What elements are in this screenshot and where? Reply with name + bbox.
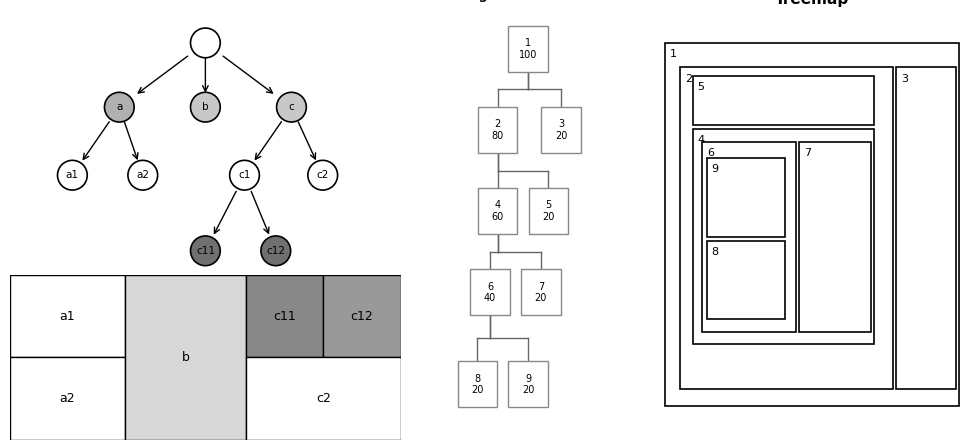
Text: c12: c12 xyxy=(350,310,373,323)
Bar xyxy=(508,361,547,408)
Bar xyxy=(895,67,955,389)
Ellipse shape xyxy=(308,160,337,190)
Title: Treemap: Treemap xyxy=(774,0,848,7)
Text: 7
20: 7 20 xyxy=(534,281,546,303)
Text: 2: 2 xyxy=(684,74,692,83)
Text: 7: 7 xyxy=(803,148,810,158)
Ellipse shape xyxy=(105,92,134,122)
Ellipse shape xyxy=(191,28,220,58)
Text: 3: 3 xyxy=(900,74,907,83)
Text: 4
60: 4 60 xyxy=(491,200,503,222)
Bar xyxy=(322,275,401,357)
Text: 5
20: 5 20 xyxy=(541,200,554,222)
Text: a: a xyxy=(116,102,122,112)
Bar xyxy=(478,107,517,153)
Bar xyxy=(10,357,125,440)
Text: a2: a2 xyxy=(136,170,149,180)
Text: c: c xyxy=(288,102,294,112)
Text: 6: 6 xyxy=(706,148,713,158)
Text: 4: 4 xyxy=(697,135,703,146)
Text: 1: 1 xyxy=(668,49,676,59)
Text: a2: a2 xyxy=(60,392,75,405)
Bar xyxy=(798,142,871,332)
Bar xyxy=(680,67,892,389)
Bar xyxy=(541,107,580,153)
Text: 5: 5 xyxy=(697,82,703,92)
Text: a1: a1 xyxy=(65,170,79,180)
Text: b: b xyxy=(182,351,190,364)
Text: c11: c11 xyxy=(273,310,296,323)
Bar xyxy=(478,188,517,234)
Text: 1
100: 1 100 xyxy=(519,38,536,59)
Text: b: b xyxy=(202,102,208,112)
Bar xyxy=(457,361,496,408)
Ellipse shape xyxy=(191,92,220,122)
Bar xyxy=(692,75,873,125)
Text: 8
20: 8 20 xyxy=(471,374,483,395)
Bar xyxy=(664,43,957,406)
Bar xyxy=(701,142,795,332)
Text: c1: c1 xyxy=(238,170,250,180)
Bar xyxy=(529,188,568,234)
Ellipse shape xyxy=(261,236,290,266)
Text: c12: c12 xyxy=(266,246,285,256)
Bar xyxy=(246,357,401,440)
Bar xyxy=(125,275,246,440)
Text: a1: a1 xyxy=(60,310,75,323)
Bar xyxy=(508,26,547,72)
Text: 6
40: 6 40 xyxy=(484,281,495,303)
Bar xyxy=(706,241,785,319)
Ellipse shape xyxy=(128,160,157,190)
Ellipse shape xyxy=(276,92,306,122)
Text: 2
80: 2 80 xyxy=(491,119,503,141)
Bar xyxy=(706,158,785,237)
Text: 9: 9 xyxy=(711,164,718,174)
Bar xyxy=(246,275,322,357)
Text: c2: c2 xyxy=(316,392,331,405)
Text: 9
20: 9 20 xyxy=(522,374,533,395)
Bar xyxy=(521,270,560,315)
Bar xyxy=(10,275,125,357)
Text: 3
20: 3 20 xyxy=(554,119,567,141)
Ellipse shape xyxy=(230,160,259,190)
Title: Organization Chart: Organization Chart xyxy=(461,0,594,2)
Text: c11: c11 xyxy=(195,246,215,256)
Bar xyxy=(470,270,509,315)
Text: 8: 8 xyxy=(711,247,718,257)
Ellipse shape xyxy=(58,160,87,190)
Text: c2: c2 xyxy=(317,170,328,180)
Bar xyxy=(692,129,873,344)
Ellipse shape xyxy=(191,236,220,266)
